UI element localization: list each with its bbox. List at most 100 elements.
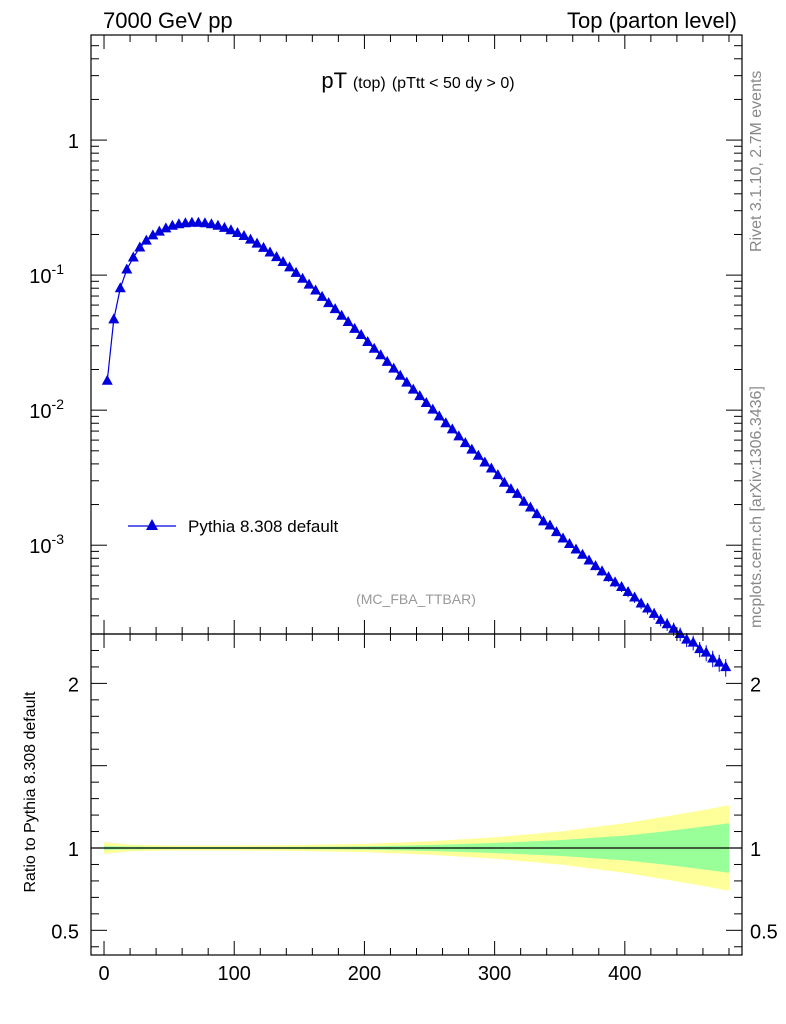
data-point bbox=[297, 272, 309, 283]
ratio-y-tick-label: 2 bbox=[68, 674, 79, 696]
ratio-y-tick-label: 1 bbox=[68, 839, 79, 861]
data-point bbox=[212, 219, 224, 230]
data-point bbox=[440, 417, 452, 428]
data-point bbox=[603, 571, 615, 582]
data-point bbox=[127, 251, 139, 262]
data-point bbox=[388, 362, 400, 373]
header-right: Top (parton level) bbox=[567, 8, 737, 33]
data-point bbox=[648, 607, 660, 618]
data-point bbox=[323, 297, 335, 308]
data-point bbox=[557, 532, 569, 543]
data-point bbox=[518, 495, 530, 506]
main-frame bbox=[90, 34, 743, 635]
data-point bbox=[368, 342, 380, 353]
ratio-y-tick-label-right: 1 bbox=[750, 839, 761, 861]
x-tick-label: 100 bbox=[218, 963, 251, 985]
data-point bbox=[264, 246, 276, 257]
data-point bbox=[433, 410, 445, 421]
data-point bbox=[303, 278, 315, 289]
ratio-y-tick-label: 0.5 bbox=[51, 921, 79, 943]
data-point bbox=[284, 261, 296, 272]
data-point bbox=[459, 437, 471, 448]
data-point bbox=[381, 355, 393, 366]
data-point bbox=[531, 508, 543, 519]
main-series bbox=[101, 216, 732, 677]
x-tick-label: 400 bbox=[608, 963, 641, 985]
data-point bbox=[511, 487, 523, 498]
data-point bbox=[707, 652, 719, 663]
legend-label: Pythia 8.308 default bbox=[188, 517, 339, 536]
data-point bbox=[524, 501, 536, 512]
ratio-frame bbox=[90, 633, 743, 956]
plot-title: pT (top) (pTtt < 50 dy > 0) bbox=[321, 68, 514, 93]
data-point bbox=[199, 217, 211, 228]
data-point bbox=[420, 396, 432, 407]
header-left: 7000 GeV pp bbox=[103, 8, 233, 33]
data-point bbox=[271, 251, 283, 262]
data-point bbox=[635, 597, 647, 608]
data-point bbox=[466, 443, 478, 454]
data-point bbox=[668, 622, 680, 633]
data-point bbox=[134, 241, 146, 252]
data-point bbox=[121, 263, 133, 274]
data-point bbox=[642, 602, 654, 613]
data-point bbox=[414, 390, 426, 401]
data-point bbox=[498, 476, 510, 487]
data-point bbox=[427, 403, 439, 414]
plot-title-sub2: (pTtt < 50 dy > 0) bbox=[392, 75, 515, 92]
data-point bbox=[616, 581, 628, 592]
axes: 0 100 200 300 400 10-3 10-2 10-1 1 0.5 0.5 1 1 2 2 bbox=[29, 34, 778, 985]
data-point bbox=[310, 284, 322, 295]
data-point bbox=[479, 456, 491, 467]
data-point bbox=[596, 565, 608, 576]
data-point bbox=[583, 554, 595, 565]
legend: Pythia 8.308 default bbox=[128, 517, 339, 536]
data-point bbox=[140, 234, 152, 245]
data-point bbox=[446, 423, 458, 434]
data-point bbox=[218, 221, 230, 232]
y-tick-label: 10-2 bbox=[29, 396, 64, 423]
data-point bbox=[694, 643, 706, 654]
data-point bbox=[394, 369, 406, 380]
analysis-tag: (MC_FBA_TTBAR) bbox=[356, 591, 476, 607]
plot-title-main: pT bbox=[321, 68, 346, 93]
data-point bbox=[590, 560, 602, 571]
data-point bbox=[407, 383, 419, 394]
data-point bbox=[713, 656, 725, 667]
data-point bbox=[362, 335, 374, 346]
data-point bbox=[114, 282, 126, 293]
y-tick-label: 10-3 bbox=[29, 531, 64, 558]
data-point bbox=[205, 218, 217, 229]
data-point bbox=[674, 628, 686, 638]
data-point bbox=[401, 376, 413, 387]
data-point bbox=[563, 538, 575, 549]
data-point bbox=[225, 224, 237, 235]
ratio-y-tick-label-right: 0.5 bbox=[750, 921, 778, 943]
plot-title-sub1: (top) bbox=[353, 75, 386, 92]
data-point bbox=[160, 222, 172, 233]
data-point bbox=[153, 225, 165, 236]
ratio-panel: Ratio to Pythia 8.308 default bbox=[22, 691, 742, 893]
data-point bbox=[336, 309, 348, 320]
data-point bbox=[329, 303, 341, 314]
data-point bbox=[687, 636, 699, 647]
data-point bbox=[231, 227, 243, 238]
data-point bbox=[375, 349, 387, 360]
x-tick-label: 300 bbox=[478, 963, 511, 985]
data-point bbox=[544, 519, 556, 530]
legend-marker bbox=[146, 519, 158, 530]
svg-text:pT (top) (pTtt < 5: pT (top) (pTtt < 50 dy > 0) bbox=[321, 68, 514, 93]
data-point bbox=[505, 483, 517, 494]
data-point bbox=[570, 543, 582, 554]
data-point bbox=[472, 449, 484, 460]
ratio-y-tick-label-right: 2 bbox=[750, 674, 761, 696]
data-point bbox=[277, 256, 289, 267]
data-point bbox=[258, 241, 270, 252]
data-point bbox=[349, 322, 361, 333]
y-tick-label: 1 bbox=[68, 131, 79, 153]
data-point bbox=[550, 526, 562, 537]
data-point bbox=[453, 430, 465, 441]
data-point bbox=[101, 374, 113, 385]
data-point bbox=[609, 576, 621, 587]
